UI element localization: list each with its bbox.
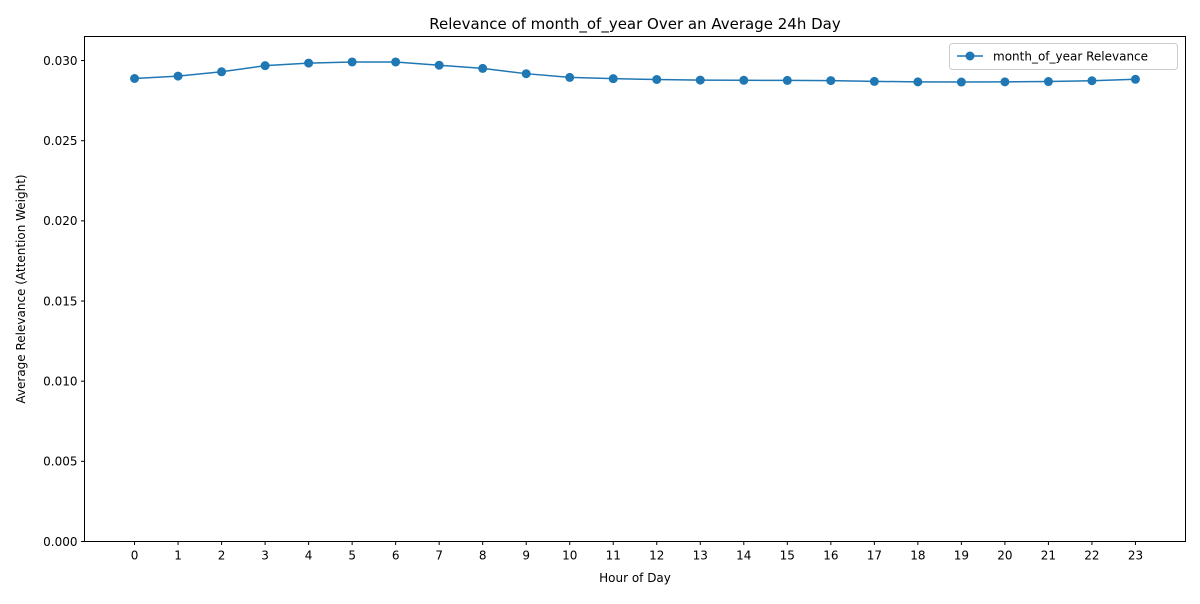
data-point xyxy=(1087,76,1097,86)
y-tick-label: 0.005 xyxy=(43,455,77,469)
legend-marker-swatch xyxy=(965,51,975,61)
x-tick-label: 12 xyxy=(649,549,664,563)
x-tick-label: 16 xyxy=(823,549,838,563)
x-tick-label: 14 xyxy=(736,549,751,563)
y-tick-label: 0.025 xyxy=(43,134,77,148)
x-tick-label: 23 xyxy=(1128,549,1143,563)
data-point xyxy=(608,74,618,84)
series-line xyxy=(134,61,1136,83)
chart-title: Relevance of month_of_year Over an Avera… xyxy=(429,15,841,34)
data-point xyxy=(304,58,314,68)
data-point xyxy=(869,76,879,86)
x-tick-label: 3 xyxy=(261,549,269,563)
x-tick-label: 11 xyxy=(606,549,621,563)
x-tick-label: 15 xyxy=(780,549,795,563)
x-tick-label: 22 xyxy=(1084,549,1099,563)
x-tick-label: 20 xyxy=(997,549,1012,563)
data-point xyxy=(1000,77,1010,87)
y-tick-label: 0.010 xyxy=(43,374,77,388)
data-point xyxy=(1130,74,1140,84)
data-point xyxy=(347,57,357,67)
data-point xyxy=(956,77,966,87)
x-axis-ticks: 0 1 2 3 4 5 6 7 8 9 10 11 12 13 14 15 16 17 18 19 20 21 22 23 xyxy=(131,541,1143,563)
data-point xyxy=(782,75,792,85)
data-point xyxy=(826,76,836,86)
x-tick-label: 19 xyxy=(954,549,969,563)
series-layer xyxy=(130,57,1140,87)
legend: month_of_year Relevance xyxy=(949,43,1178,70)
x-tick-label: 5 xyxy=(348,549,356,563)
data-point xyxy=(565,72,575,82)
x-tick-label: 18 xyxy=(910,549,925,563)
x-tick-label: 8 xyxy=(479,549,487,563)
y-axis-label: Average Relevance (Attention Weight) xyxy=(14,174,28,403)
legend-box xyxy=(949,43,1178,70)
legend-label: month_of_year Relevance xyxy=(993,50,1148,64)
data-point xyxy=(521,69,531,79)
x-tick-label: 4 xyxy=(305,549,313,563)
x-tick-label: 13 xyxy=(693,549,708,563)
plot-frame xyxy=(84,36,1186,542)
x-tick-label: 0 xyxy=(131,549,139,563)
y-axis-ticks: 0.000 0.005 0.010 0.015 0.020 0.025 0.030 xyxy=(43,54,85,549)
x-tick-label: 10 xyxy=(562,549,577,563)
y-tick-label: 0.015 xyxy=(43,294,77,308)
y-tick-label: 0.030 xyxy=(43,54,77,68)
data-point xyxy=(478,63,488,73)
data-point xyxy=(217,67,227,77)
data-point xyxy=(391,57,401,67)
data-point xyxy=(434,60,444,70)
data-point xyxy=(695,75,705,85)
x-tick-label: 17 xyxy=(867,549,882,563)
data-point xyxy=(1043,77,1053,87)
data-point xyxy=(130,74,140,84)
data-point xyxy=(173,71,183,81)
data-point xyxy=(260,61,270,71)
data-point xyxy=(739,75,749,85)
x-tick-label: 7 xyxy=(435,549,443,563)
y-tick-label: 0.020 xyxy=(43,214,77,228)
x-tick-label: 6 xyxy=(392,549,400,563)
data-point xyxy=(913,77,923,87)
x-tick-label: 9 xyxy=(522,549,530,563)
x-tick-label: 1 xyxy=(174,549,182,563)
x-axis-label: Hour of Day xyxy=(599,571,671,585)
y-tick-label: 0.000 xyxy=(43,535,77,549)
data-point xyxy=(652,74,662,84)
x-tick-label: 2 xyxy=(218,549,226,563)
x-tick-label: 21 xyxy=(1041,549,1056,563)
